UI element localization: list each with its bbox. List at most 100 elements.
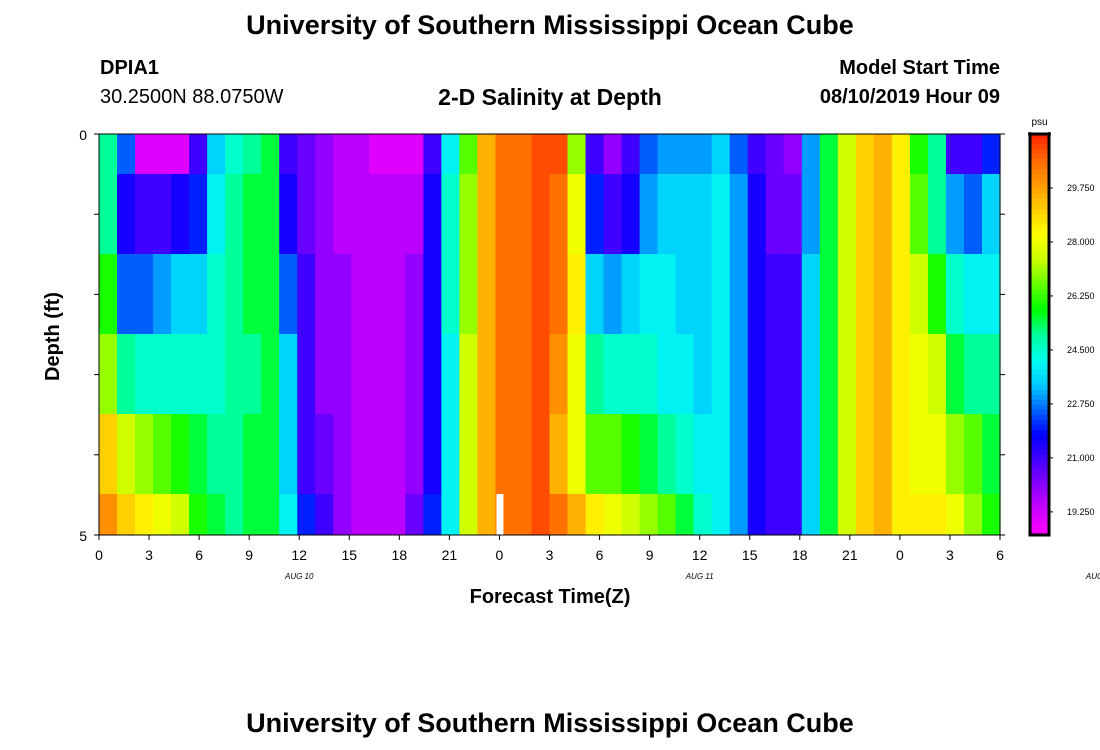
heatmap-cell [531,334,551,414]
colorbar-segment [1030,244,1049,250]
colorbar-segment [1030,354,1049,361]
colorbar-segment [1030,369,1049,376]
heatmap-cell [711,134,731,174]
heatmap-cell [171,494,190,535]
heatmap-cell [639,334,659,414]
colorbar-segment [1030,499,1049,506]
heatmap-cell [585,134,605,174]
heatmap-cell [243,134,262,174]
heatmap-cell [531,254,551,334]
colorbar-segment [1030,459,1049,466]
heatmap-cell [99,254,118,334]
heatmap-cell [657,134,677,174]
heatmap-cell [945,414,965,494]
x-axis-title: Forecast Time(Z) [470,586,631,608]
heatmap-cell [603,414,623,494]
x-tick-label: 21 [842,547,858,563]
heatmap-cell [819,254,839,334]
heatmap-cell [369,334,388,414]
now-marker [496,494,504,535]
heatmap-cell [405,134,424,174]
heatmap-cell [873,334,893,414]
colorbar-segment [1030,259,1049,265]
heatmap-cell [783,254,803,334]
heatmap-cell [459,334,479,414]
colorbar-segment [1030,519,1049,526]
heatmap-cell [189,254,208,334]
colorbar-segment [1030,254,1049,260]
heatmap-cell [387,334,406,414]
colorbar-tick-label: 28.000 [1067,237,1095,247]
heatmap-cell [153,494,172,535]
heatmap-cell [477,414,497,494]
colorbar-segment [1030,404,1049,411]
heatmap-cell [279,494,298,535]
heatmap-cell [837,134,857,174]
colorbar-segment [1030,174,1049,180]
heatmap-cell [693,494,713,535]
heatmap-cell [225,494,244,535]
colorbar-segment [1030,419,1049,426]
heatmap-cell [135,134,154,174]
colorbar-segment [1030,344,1049,351]
colorbar-segment [1030,484,1049,491]
heatmap-cell [621,174,641,254]
heatmap-cell [585,254,605,334]
heatmap-cell [387,174,406,254]
heatmap-cell [369,414,388,494]
colorbar-tick-label: 24.500 [1067,345,1095,355]
heatmap-cell [117,414,136,494]
colorbar-segment [1030,164,1049,170]
colorbar-segment [1030,514,1049,521]
x-tick-label: 9 [646,547,654,563]
colorbar-segment [1030,204,1049,210]
heatmap-cell [675,494,695,535]
heatmap-cell [909,174,929,254]
colorbar-segment [1030,274,1049,280]
x-tick-label: 0 [896,547,904,563]
heatmap-cell [207,414,226,494]
heatmap-cell [765,414,785,494]
heatmap-cell [351,494,370,535]
heatmap-cell [855,174,875,254]
heatmap-cell [801,414,821,494]
heatmap-cell [135,494,154,535]
heatmap-cell [405,254,424,334]
colorbar-segment [1030,139,1049,145]
heatmap-cell [207,494,226,535]
heatmap-cell [783,414,803,494]
heatmap-cell [567,414,587,494]
heatmap-cell [189,174,208,254]
heatmap-cell [783,494,803,535]
heatmap-cell [873,254,893,334]
colorbar-segment [1030,169,1049,175]
heatmap-cell [189,134,208,174]
colorbar-segment [1030,324,1049,331]
heatmap-cell [981,414,1001,494]
heatmap-cell [693,334,713,414]
x-tick-label: 6 [996,547,1004,563]
colorbar-segment [1030,399,1049,406]
heatmap-cell [387,134,406,174]
heatmap-cell [405,334,424,414]
heatmap-cell [603,254,623,334]
colorbar-tick-label: 26.250 [1067,291,1095,301]
heatmap-cell [585,334,605,414]
heatmap-cell [927,334,947,414]
heatmap-cell [621,334,641,414]
heatmap-cell [513,254,533,334]
heatmap-cell [477,254,497,334]
heatmap-cell [297,334,316,414]
heatmap-cell [945,254,965,334]
colorbar-tick-label: 19.250 [1067,507,1095,517]
heatmap-cell [945,134,965,174]
colorbar-border [1028,132,1051,537]
heatmap-cell [99,414,118,494]
colorbar-segment [1030,234,1049,240]
colorbar-segment [1030,439,1049,446]
heatmap-cell [459,134,479,174]
colorbar-segment [1030,184,1049,190]
heatmap-cell [225,334,244,414]
colorbar-segment [1030,309,1049,316]
